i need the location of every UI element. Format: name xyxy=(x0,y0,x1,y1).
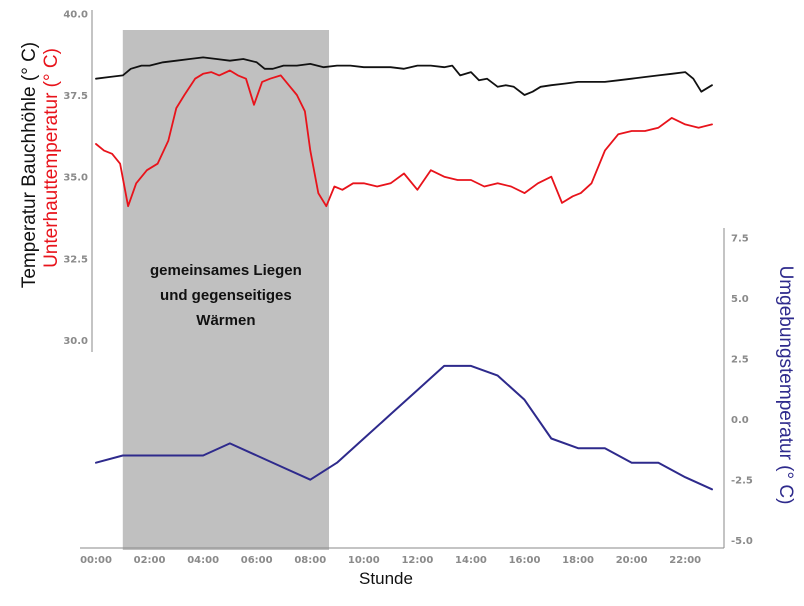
x-tick-label: 14:00 xyxy=(455,555,487,566)
x-tick-label: 08:00 xyxy=(294,555,326,566)
annotation-line-3: Wärmen xyxy=(196,312,255,329)
skin-temperature-line xyxy=(95,69,713,208)
right-y-tick-label: 7.5 xyxy=(731,234,749,245)
right-y-tick-label: 5.0 xyxy=(731,294,749,305)
right-y-tick-label: -5.0 xyxy=(731,536,753,547)
annotation: gemeinsames Liegen und gegenseitiges Wär… xyxy=(150,262,302,329)
core-temperature-line xyxy=(95,56,713,96)
x-tick-label: 16:00 xyxy=(509,555,541,566)
y-axis-label-core: Temperatur Bauchhöhle (° C) xyxy=(19,42,40,288)
x-tick-label: 10:00 xyxy=(348,555,380,566)
x-tick-label: 02:00 xyxy=(134,555,166,566)
x-tick-label: 18:00 xyxy=(562,555,594,566)
left-y-tick-label: 35.0 xyxy=(63,173,88,184)
series-lines xyxy=(95,56,713,491)
left-y-tick-label: 32.5 xyxy=(63,254,88,265)
ambient-temperature-line xyxy=(95,364,713,491)
x-tick-label: 06:00 xyxy=(241,555,273,566)
annotation-line-2: und gegenseitiges xyxy=(160,287,292,304)
annotation-line-1: gemeinsames Liegen xyxy=(150,262,302,279)
left-y-tick-label: 37.5 xyxy=(63,91,88,102)
x-axis-label: Stunde xyxy=(359,569,413,588)
x-tick-label: 22:00 xyxy=(669,555,701,566)
right-y-ticks: -5.0 -2.5 0.0 2.5 5.0 7.5 xyxy=(731,234,753,547)
right-y-tick-label: -2.5 xyxy=(731,476,753,487)
y-axis-label-skin: Unterhauttemperatur (° C) xyxy=(41,48,62,268)
right-y-tick-label: 0.0 xyxy=(731,415,749,426)
right-y-tick-label: 2.5 xyxy=(731,355,749,366)
left-y-tick-label: 40.0 xyxy=(63,9,88,20)
x-ticks: 00:00 02:00 04:00 06:00 08:00 10:00 12:00 14:00… xyxy=(80,555,701,566)
x-tick-label: 20:00 xyxy=(616,555,648,566)
x-tick-label: 00:00 xyxy=(80,555,112,566)
left-y-ticks: 30.0 32.5 35.0 37.5 40.0 xyxy=(63,9,88,347)
left-y-tick-label: 30.0 xyxy=(63,336,88,347)
shaded-period xyxy=(122,30,330,550)
x-tick-label: 04:00 xyxy=(187,555,219,566)
y-axis-label-ambient: Umgebungstemperatur (° C) xyxy=(775,266,796,505)
x-tick-label: 12:00 xyxy=(401,555,433,566)
